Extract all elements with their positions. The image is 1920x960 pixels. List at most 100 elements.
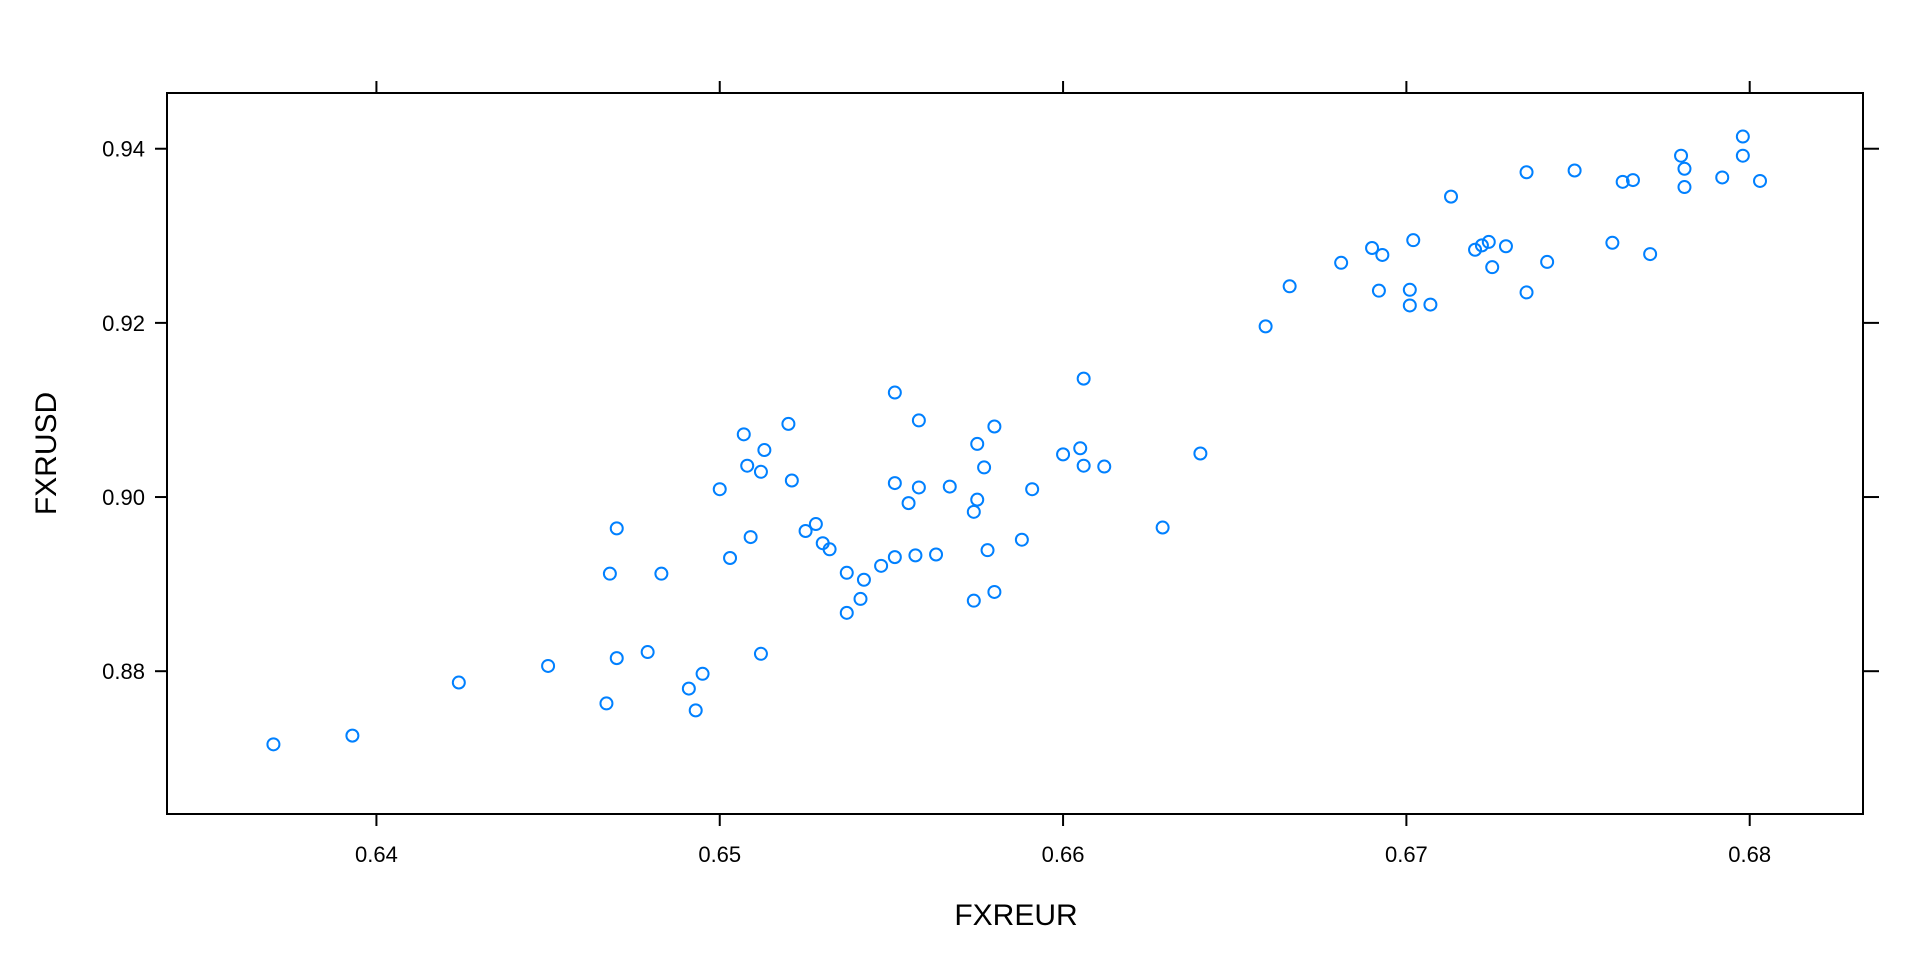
data-point (602, 566, 617, 581)
x-tick-label: 0.67 (1385, 842, 1428, 867)
data-point (541, 658, 556, 673)
data-point (1076, 458, 1091, 473)
x-tick-label: 0.64 (355, 842, 398, 867)
x-tick-label: 0.66 (1042, 842, 1085, 867)
data-point (1474, 238, 1489, 253)
x-axis-title: FXREUR (954, 899, 1077, 932)
data-point (695, 666, 710, 681)
data-point (654, 566, 669, 581)
data-point (856, 572, 871, 587)
data-point (599, 696, 614, 711)
data-point (1674, 148, 1689, 163)
data-point (1375, 247, 1390, 262)
data-point (723, 550, 738, 565)
data-point (798, 523, 813, 538)
data-point (980, 543, 995, 558)
data-point (1423, 297, 1438, 312)
x-tick-label: 0.65 (698, 842, 741, 867)
y-tick-label: 0.88 (102, 659, 145, 684)
data-point (887, 550, 902, 565)
data-point (1193, 446, 1208, 461)
y-tick-label: 0.92 (102, 311, 145, 336)
data-point (1519, 165, 1534, 180)
data-point (901, 496, 916, 511)
data-point (753, 464, 768, 479)
data-point (1402, 282, 1417, 297)
data-point (345, 728, 360, 743)
data-point (757, 443, 772, 458)
data-point (688, 703, 703, 718)
data-point (1735, 148, 1750, 163)
data-point (1735, 129, 1750, 144)
data-point (808, 517, 823, 532)
data-point (887, 385, 902, 400)
data-point (887, 476, 902, 491)
data-point (784, 473, 799, 488)
data-point (743, 530, 758, 545)
data-point (1097, 459, 1112, 474)
data-point (640, 645, 655, 660)
data-points (266, 129, 1768, 752)
data-point (874, 558, 889, 573)
data-point (1444, 189, 1459, 204)
data-point (1567, 163, 1582, 178)
data-point (1258, 319, 1273, 334)
data-point (1715, 170, 1730, 185)
data-point (781, 416, 796, 431)
data-point (1485, 260, 1500, 275)
data-point (736, 427, 751, 442)
data-point (908, 548, 923, 563)
data-point (1498, 239, 1513, 254)
data-point (1073, 441, 1088, 456)
plot-frame (166, 92, 1864, 815)
data-point (1677, 180, 1692, 195)
data-point (753, 646, 768, 661)
data-point (1014, 532, 1029, 547)
data-point (740, 458, 755, 473)
y-tick-label: 0.90 (102, 485, 145, 510)
x-axis: 0.64 0.65 0.66 0.67 0.68 (355, 81, 1771, 867)
data-point (1365, 240, 1380, 255)
data-point (1605, 235, 1620, 250)
y-axis-title: FXRUSD (30, 392, 63, 515)
data-point (911, 480, 926, 495)
data-point (966, 593, 981, 608)
data-point (970, 436, 985, 451)
data-point (942, 479, 957, 494)
data-point (609, 651, 624, 666)
data-point (1402, 298, 1417, 313)
data-point (681, 681, 696, 696)
data-point (987, 419, 1002, 434)
data-point (1282, 279, 1297, 294)
data-point (911, 413, 926, 428)
data-point (609, 521, 624, 536)
data-point (1643, 247, 1658, 262)
data-point (451, 675, 466, 690)
x-tick-label: 0.68 (1728, 842, 1771, 867)
data-point (977, 460, 992, 475)
data-point (987, 584, 1002, 599)
data-point (1406, 233, 1421, 248)
data-point (822, 542, 837, 557)
data-point (1334, 255, 1349, 270)
data-point (1076, 371, 1091, 386)
data-point (1371, 283, 1386, 298)
data-point (966, 504, 981, 519)
y-tick-label: 0.94 (102, 137, 145, 162)
data-point (1615, 174, 1630, 189)
data-point (1468, 242, 1483, 257)
data-point (1753, 173, 1768, 188)
data-point (1155, 520, 1170, 535)
data-point (1540, 254, 1555, 269)
data-point (712, 482, 727, 497)
data-point (1519, 285, 1534, 300)
y-axis: 0.88 0.90 0.92 0.94 (102, 137, 1879, 684)
data-point (266, 737, 281, 752)
data-point (1025, 482, 1040, 497)
data-point (970, 492, 985, 507)
data-point (853, 591, 868, 606)
data-point (1677, 161, 1692, 176)
data-point (1481, 234, 1496, 249)
data-point (1056, 447, 1071, 462)
